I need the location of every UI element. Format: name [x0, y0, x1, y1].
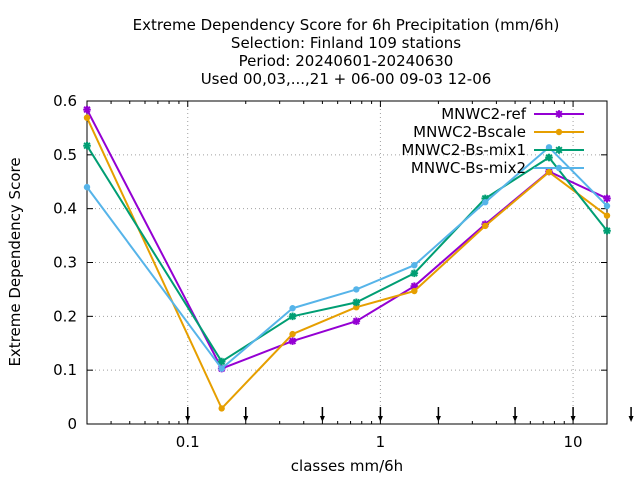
y-tick-label: 0.2	[53, 307, 77, 325]
data-point	[603, 202, 611, 210]
y-tick-label: 0	[67, 415, 77, 433]
legend-label: MNWC2-ref	[441, 105, 526, 123]
data-point	[603, 194, 611, 203]
data-point	[83, 141, 91, 150]
data-point	[411, 287, 418, 295]
data-point	[289, 305, 296, 312]
data-point	[218, 405, 225, 412]
legend-marker	[555, 128, 563, 136]
series-1	[83, 114, 611, 412]
title-line-3: Period: 20240601-20240630	[239, 52, 454, 70]
legend-marker	[555, 146, 563, 154]
x-axis-label: classes mm/6h	[291, 457, 403, 475]
threshold-arrows	[185, 407, 634, 422]
data-point	[545, 153, 553, 162]
title-line-1: Extreme Dependency Score for 6h Precipit…	[133, 16, 560, 34]
data-point	[289, 330, 296, 338]
series-line	[86, 109, 608, 370]
data-point	[545, 168, 553, 176]
legend-marker	[555, 110, 563, 118]
data-point	[482, 199, 489, 206]
legend-item: MNWC2-ref	[441, 105, 584, 123]
legend-label: MNWC2-Bs-mix1	[401, 141, 526, 159]
data-point	[482, 222, 489, 230]
threshold-arrow-head	[377, 416, 383, 422]
data-point	[288, 312, 297, 321]
series-line	[86, 117, 608, 410]
legend-item: MNWC2-Bs-mix1	[401, 141, 584, 159]
legend-marker	[555, 164, 563, 172]
title-line-4: Used 00,03,...,21 + 06-00 09-03 12-06	[201, 70, 492, 88]
x-axis: 0.1 1 10	[86, 101, 583, 451]
y-tick-label: 0.6	[53, 92, 77, 110]
series-layer	[83, 105, 611, 412]
data-point	[352, 298, 361, 307]
threshold-arrow-head	[319, 416, 325, 422]
threshold-arrow-head	[628, 416, 634, 422]
y-tick-label: 0.4	[53, 200, 77, 218]
data-point	[603, 226, 611, 235]
y-axis: 0 0.1 0.2 0.3 0.4 0.5 0.6	[53, 92, 607, 433]
x-tick-label: 10	[564, 433, 583, 451]
threshold-arrow-head	[435, 416, 441, 422]
title-line-2: Selection: Finland 109 stations	[231, 34, 461, 52]
y-axis-label: Extreme Dependency Score	[6, 157, 24, 366]
data-point	[410, 269, 419, 278]
y-tick-label: 0.3	[53, 254, 77, 272]
series-line	[86, 145, 608, 363]
legend-item: MNWC-Bs-mix2	[411, 159, 584, 177]
legend-label: MNWC2-Bscale	[413, 123, 526, 141]
data-point	[217, 357, 226, 366]
data-point	[83, 183, 91, 191]
data-point	[218, 365, 225, 372]
series-0	[83, 105, 611, 373]
data-point	[352, 317, 361, 325]
data-point	[83, 114, 91, 121]
x-tick-label: 0.1	[176, 433, 200, 451]
legend-label: MNWC-Bs-mix2	[411, 159, 526, 177]
data-point	[603, 212, 611, 219]
data-point	[353, 286, 360, 293]
threshold-arrow-head	[570, 416, 576, 422]
data-point	[83, 105, 91, 114]
series-3	[83, 144, 611, 372]
threshold-arrow-head	[243, 416, 249, 422]
data-point	[288, 337, 297, 345]
y-tick-label: 0.1	[53, 361, 77, 379]
legend-item: MNWC2-Bscale	[413, 123, 584, 141]
chart-title: Extreme Dependency Score for 6h Precipit…	[133, 16, 560, 88]
data-point	[353, 303, 360, 311]
grid	[87, 101, 607, 424]
data-point	[411, 261, 418, 269]
series-line	[86, 146, 608, 370]
legend: MNWC2-refMNWC2-BscaleMNWC2-Bs-mix1MNWC-B…	[401, 105, 584, 177]
y-tick-label: 0.5	[53, 146, 77, 164]
x-tick-label: 1	[376, 433, 386, 451]
threshold-arrow-head	[185, 416, 191, 422]
data-point	[545, 144, 553, 151]
threshold-arrow-head	[512, 416, 518, 422]
